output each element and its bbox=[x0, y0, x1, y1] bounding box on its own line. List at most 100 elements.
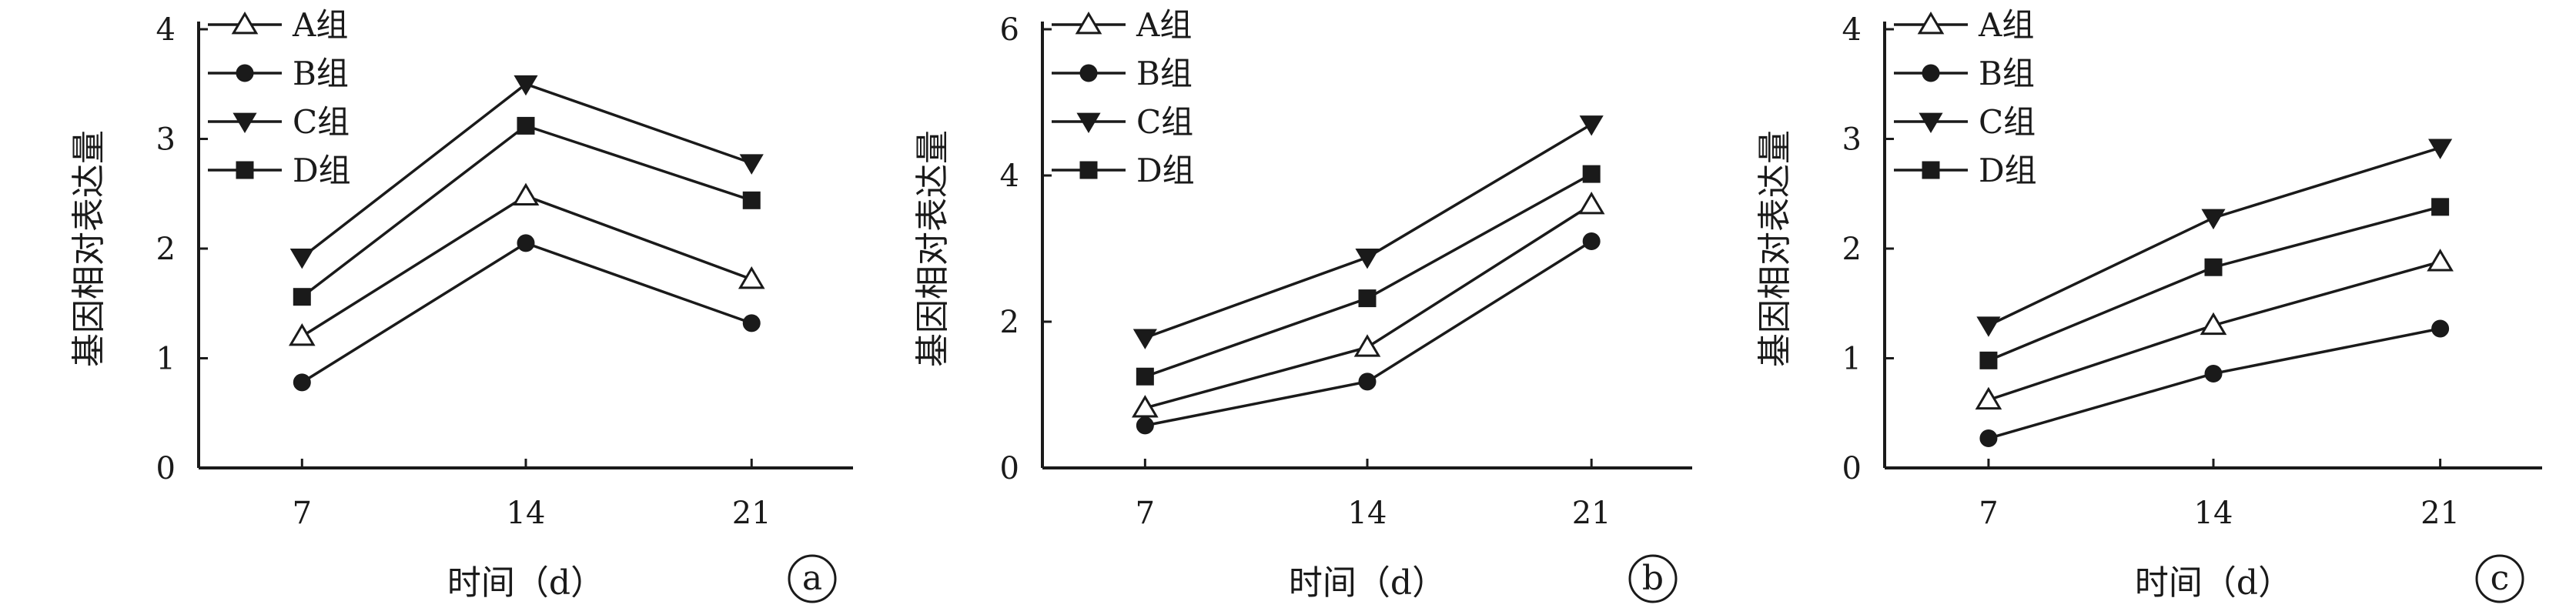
legend: A组 B组 C组 D组 bbox=[208, 6, 351, 189]
panel-label-circle bbox=[788, 554, 837, 603]
data-point bbox=[1582, 165, 1601, 183]
series-line-4 bbox=[301, 124, 752, 299]
x-tick-label: 14 bbox=[2194, 496, 2233, 531]
legend-marker bbox=[1075, 12, 1102, 35]
series-line-2 bbox=[1145, 240, 1593, 427]
legend-marker bbox=[236, 161, 254, 179]
panel-label-text: b bbox=[1642, 559, 1664, 598]
data-point bbox=[293, 373, 311, 392]
x-tick-label: 21 bbox=[1572, 496, 1611, 531]
legend-entry-label: B组 bbox=[1979, 55, 2035, 92]
data-point bbox=[512, 182, 540, 206]
panel-label-circle bbox=[2475, 554, 2524, 603]
x-tick-label: 14 bbox=[1348, 496, 1387, 531]
y-tick-label: 0 bbox=[1842, 451, 1862, 486]
legend-entry-label: C组 bbox=[293, 103, 350, 141]
y-tick-label: 6 bbox=[1000, 12, 1019, 48]
data-point bbox=[2431, 319, 2450, 338]
y-tick-label: 0 bbox=[156, 451, 176, 486]
x-axis-title: 时间（d） bbox=[2135, 563, 2292, 603]
data-point bbox=[517, 234, 535, 252]
legend-entry-label: B组 bbox=[1136, 55, 1193, 92]
series-line-2 bbox=[301, 241, 752, 384]
data-point bbox=[1979, 351, 1998, 369]
data-point bbox=[2204, 258, 2223, 276]
legend-marker bbox=[1076, 112, 1101, 133]
data-point bbox=[1136, 416, 1154, 435]
data-point bbox=[1358, 372, 1377, 391]
data-point bbox=[739, 154, 764, 175]
y-tick-label: 2 bbox=[1842, 232, 1862, 267]
legend-marker bbox=[233, 112, 257, 133]
legend-marker bbox=[236, 64, 254, 82]
chart-panel-c: 0 1 2 3 4 7 14 21 时间（d） 基因相对表达量 A组 B组 C组 D组 c bbox=[1755, 6, 2542, 603]
legend-marker bbox=[1079, 64, 1098, 82]
legend: A组 B组 C组 D组 bbox=[1052, 6, 1195, 189]
data-point bbox=[1577, 192, 1605, 215]
y-tick-label: 3 bbox=[156, 122, 176, 158]
legend-marker bbox=[1917, 12, 1945, 35]
legend-entry-label: A组 bbox=[1978, 6, 2034, 44]
legend-entry-label: B组 bbox=[293, 55, 349, 92]
data-point bbox=[738, 266, 765, 289]
data-point bbox=[1132, 329, 1157, 349]
legend-entry-label: D组 bbox=[1136, 152, 1195, 189]
data-point bbox=[742, 191, 761, 209]
x-tick-label: 21 bbox=[2420, 496, 2460, 531]
chart-panel-b: 0 2 4 6 7 14 21 时间（d） 基因相对表达量 A组 B组 C组 D组 b bbox=[913, 6, 1692, 603]
legend: A组 B组 C组 D组 bbox=[1894, 6, 2037, 189]
panel-label: c bbox=[2475, 554, 2524, 603]
series-line-2 bbox=[1988, 327, 2441, 440]
y-tick-label: 1 bbox=[156, 342, 176, 377]
y-tick-label: 4 bbox=[1000, 159, 1019, 194]
data-point bbox=[1582, 232, 1601, 250]
x-tick-label: 7 bbox=[1136, 496, 1155, 531]
legend-entry-label: C组 bbox=[1136, 103, 1193, 141]
data-point bbox=[514, 75, 538, 96]
legend-entry-label: D组 bbox=[293, 152, 351, 189]
chart-panel-a: 0 1 2 3 4 7 14 21 时间（d） 基因相对表达量 A组 B组 C组 D组 a bbox=[69, 6, 853, 603]
series-line-3 bbox=[301, 82, 752, 259]
legend-entry-label: A组 bbox=[1136, 6, 1192, 44]
data-point bbox=[1355, 248, 1380, 269]
y-tick-label: 0 bbox=[1000, 451, 1019, 486]
data-point bbox=[2201, 209, 2226, 230]
data-point bbox=[742, 314, 761, 332]
legend-entry-label: C组 bbox=[1979, 103, 2036, 141]
series-line-3 bbox=[1988, 146, 2441, 327]
data-point bbox=[2200, 312, 2227, 336]
data-point bbox=[288, 323, 316, 346]
y-axis-title: 基因相对表达量 bbox=[69, 130, 109, 367]
legend-marker bbox=[1922, 161, 1940, 179]
y-tick-label: 4 bbox=[1842, 12, 1862, 48]
series-line-1 bbox=[301, 194, 752, 338]
panel-label: b bbox=[1628, 554, 1678, 603]
data-point bbox=[1976, 316, 2001, 337]
y-tick-label: 4 bbox=[156, 12, 176, 48]
legend-marker bbox=[1919, 112, 1943, 133]
data-point bbox=[1975, 386, 2002, 410]
x-tick-label: 7 bbox=[1979, 496, 1998, 531]
data-point bbox=[1579, 115, 1604, 136]
data-point bbox=[1132, 395, 1159, 418]
data-point bbox=[1136, 367, 1154, 386]
y-tick-label: 1 bbox=[1842, 342, 1862, 377]
x-axis-title: 时间（d） bbox=[447, 563, 604, 603]
data-point bbox=[1979, 429, 1998, 448]
data-point bbox=[1358, 289, 1377, 308]
y-tick-label: 3 bbox=[1842, 122, 1862, 158]
panel-label: a bbox=[788, 554, 837, 603]
y-tick-label: 2 bbox=[156, 232, 176, 267]
legend-marker bbox=[1079, 161, 1098, 179]
legend-marker bbox=[1922, 64, 1940, 82]
data-point bbox=[2428, 139, 2453, 159]
panel-label-text: c bbox=[2491, 559, 2510, 598]
x-tick-label: 14 bbox=[507, 496, 546, 531]
data-point bbox=[2431, 198, 2450, 216]
legend-entry-label: D组 bbox=[1979, 152, 2037, 189]
data-point bbox=[517, 116, 535, 135]
data-point bbox=[2427, 249, 2454, 272]
y-axis-title: 基因相对表达量 bbox=[913, 130, 952, 367]
series-line-4 bbox=[1988, 205, 2441, 362]
